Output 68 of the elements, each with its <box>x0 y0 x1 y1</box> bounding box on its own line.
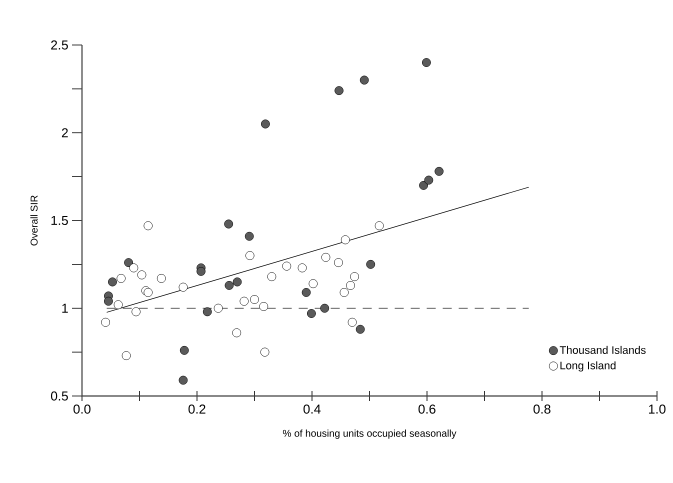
point <box>360 76 369 85</box>
point <box>116 274 126 283</box>
point <box>424 176 434 185</box>
point <box>419 180 428 190</box>
point <box>114 300 123 310</box>
point <box>366 260 376 269</box>
point <box>356 324 365 334</box>
point <box>340 288 349 297</box>
point <box>144 288 153 297</box>
point <box>122 351 131 360</box>
x-tick-label: 0.8 <box>534 404 550 414</box>
point <box>298 263 307 272</box>
point <box>144 221 153 230</box>
point <box>260 348 270 357</box>
point <box>308 279 318 288</box>
point <box>232 277 242 286</box>
y-tick-label: 0.5 <box>50 391 68 401</box>
point <box>137 270 146 280</box>
point <box>422 58 431 67</box>
point <box>306 309 316 318</box>
point <box>346 280 355 290</box>
point <box>350 272 360 282</box>
point <box>108 277 117 286</box>
y-axis-title: Overall SIR <box>30 196 38 246</box>
point <box>434 166 444 176</box>
point <box>132 307 140 316</box>
y-tick-label: 2 <box>62 128 68 138</box>
point <box>334 86 344 96</box>
point <box>101 318 110 327</box>
point <box>196 266 206 276</box>
point <box>240 296 249 306</box>
point <box>232 328 242 338</box>
point <box>124 258 134 268</box>
point <box>178 282 188 292</box>
point <box>104 296 113 306</box>
x-tick-label: 0.6 <box>418 404 436 414</box>
x-axis-title: % of housing units occupied seasonally <box>282 430 456 439</box>
point <box>320 304 330 313</box>
x-tick-label: 0.4 <box>304 404 321 414</box>
point <box>334 258 343 268</box>
point <box>374 221 384 230</box>
x-tick-label: 0.2 <box>188 404 206 414</box>
y-tick-label: 2.5 <box>51 40 68 50</box>
point <box>245 251 254 260</box>
point <box>202 307 212 316</box>
point <box>224 220 234 228</box>
point <box>321 252 330 262</box>
point <box>180 346 189 355</box>
point <box>214 304 223 313</box>
point <box>282 262 292 271</box>
legend-label: Thousand Islands <box>560 346 646 354</box>
x-tick-label: 1.0 <box>648 404 666 414</box>
point <box>129 263 138 272</box>
point <box>178 376 188 385</box>
point <box>259 302 268 311</box>
point <box>260 120 270 128</box>
x-tick-label: 0.0 <box>74 404 91 414</box>
point <box>267 272 276 282</box>
point <box>348 318 357 327</box>
point <box>250 295 259 304</box>
point <box>224 280 234 290</box>
legend-label: Long Island <box>560 361 616 372</box>
point <box>156 274 166 283</box>
y-tick-label: 1 <box>62 304 68 313</box>
point <box>340 235 350 244</box>
point <box>302 288 311 297</box>
point <box>244 232 254 241</box>
y-tick-label: 1.5 <box>51 216 68 226</box>
